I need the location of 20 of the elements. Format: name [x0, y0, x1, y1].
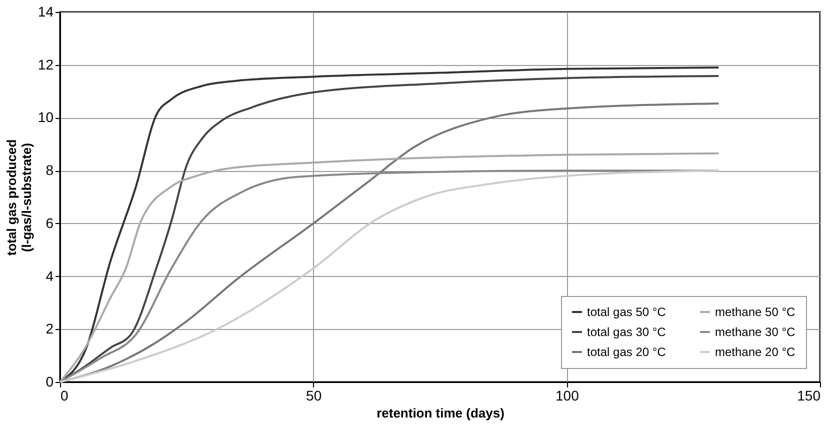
- y-tick-label: 10: [38, 109, 54, 126]
- y-tick-label: 4: [46, 268, 54, 284]
- x-tick-label: 100: [555, 388, 580, 404]
- legend-label: total gas 50 °C: [587, 305, 666, 319]
- y-tick-label: 2: [46, 320, 54, 337]
- legend-label: methane 50 °C: [715, 305, 796, 319]
- x-tick-label: 150: [797, 388, 821, 404]
- y-tick-label: 14: [38, 4, 54, 20]
- y-axis-title: total gas produced (l-gas/l-substrate): [4, 139, 34, 256]
- y-tick-label: 6: [46, 214, 54, 231]
- legend-label: total gas 30 °C: [587, 325, 666, 339]
- legend-label: total gas 20 °C: [587, 345, 666, 359]
- y-tick-label: 12: [38, 56, 54, 72]
- y-tick-label: 0: [46, 374, 54, 390]
- y-tick-label: 8: [46, 162, 54, 178]
- x-tick-label: 0: [60, 388, 68, 404]
- x-tick-label: 50: [306, 388, 322, 404]
- legend-label: methane 20 °C: [715, 345, 796, 359]
- x-axis-title: retention time (days): [376, 406, 504, 420]
- legend-label: methane 30 °C: [715, 325, 796, 339]
